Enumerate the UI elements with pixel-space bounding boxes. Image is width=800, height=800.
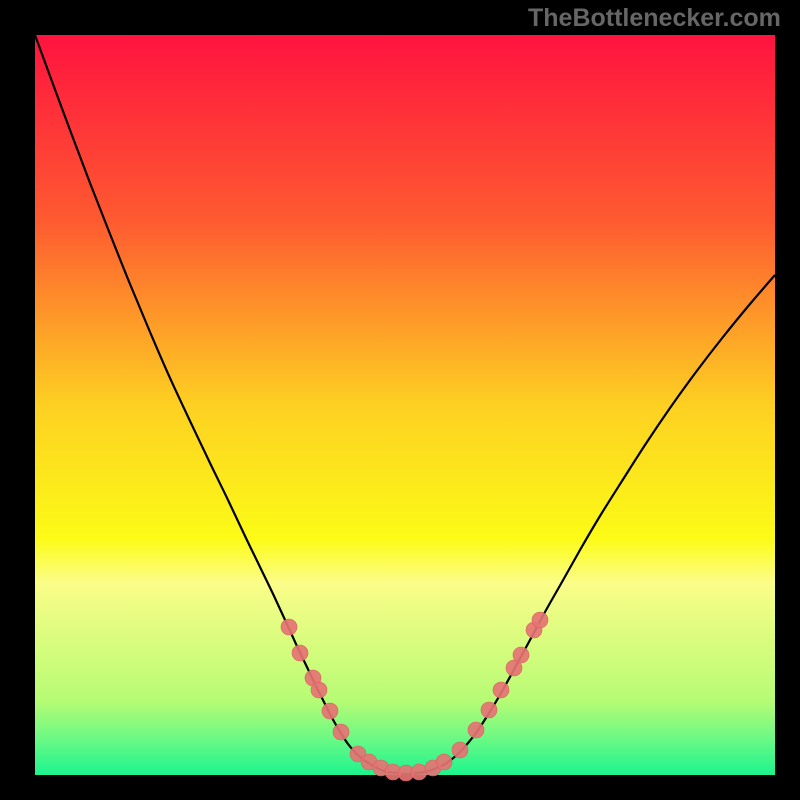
watermark-text: TheBottlenecker.com <box>528 4 781 33</box>
chart-frame: TheBottlenecker.com <box>0 0 800 800</box>
chart-plot-area <box>35 35 775 775</box>
